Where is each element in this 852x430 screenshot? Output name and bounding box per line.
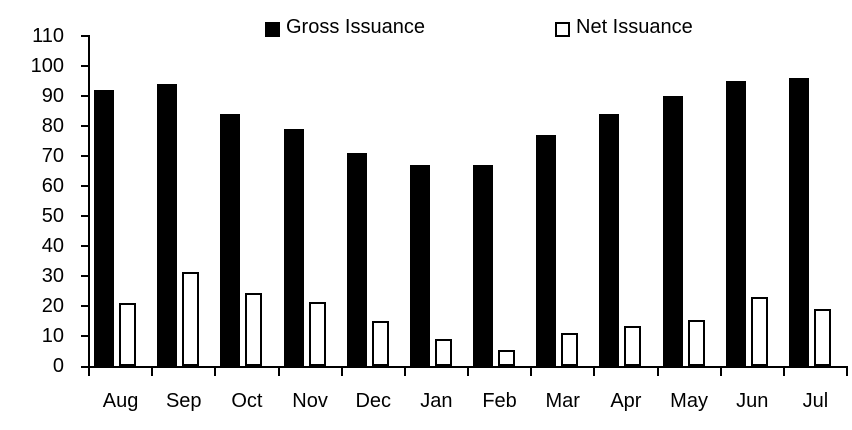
x-axis-tick: [340, 366, 343, 376]
x-category-label-jun: Jun: [736, 390, 769, 412]
x-axis-tick: [88, 366, 90, 376]
x-axis-tick: [656, 366, 659, 376]
bar-gross-dec: [346, 153, 367, 366]
bar-gross-oct: [220, 114, 241, 366]
legend-swatch-net-issuance: [555, 22, 570, 37]
y-axis-tick: [81, 335, 90, 337]
bar-net-jan: [434, 339, 452, 366]
y-tick-label: 100: [30, 55, 64, 77]
legend-swatch-gross-issuance: [265, 22, 280, 37]
y-axis-tick: [81, 155, 90, 157]
y-axis-tick: [81, 245, 90, 247]
bar-net-mar: [561, 333, 579, 366]
y-tick-label: 80: [41, 115, 64, 137]
x-axis-tick: [214, 366, 217, 376]
y-tick-label: 30: [41, 265, 64, 287]
y-tick-label: 70: [41, 145, 64, 167]
x-category-label-nov: Nov: [292, 390, 328, 412]
x-category-label-feb: Feb: [482, 390, 517, 412]
legend-label-net-issuance: Net Issuance: [576, 16, 693, 38]
bar-gross-jul: [788, 78, 809, 366]
x-axis-tick: [782, 366, 785, 376]
y-tick-label: 10: [41, 325, 64, 347]
x-axis-tick: [530, 366, 533, 376]
bar-gross-mar: [536, 135, 557, 366]
x-axis-tick: [403, 366, 406, 376]
x-category-label-may: May: [670, 390, 708, 412]
x-category-label-jan: Jan: [420, 390, 453, 412]
x-category-label-dec: Dec: [355, 390, 392, 412]
bar-net-sep: [182, 271, 200, 366]
x-category-label-mar: Mar: [545, 390, 580, 412]
bar-gross-jun: [725, 81, 746, 366]
x-category-label-aug: Aug: [102, 390, 139, 412]
x-category-label-apr: Apr: [610, 390, 642, 412]
bar-gross-jan: [409, 165, 430, 366]
bar-gross-may: [662, 96, 683, 366]
y-axis-tick: [81, 275, 90, 277]
y-axis-tick: [81, 65, 90, 67]
bar-net-aug: [119, 303, 136, 366]
bar-gross-feb: [473, 165, 493, 366]
bar-net-may: [687, 319, 705, 366]
y-axis-tick: [81, 35, 90, 37]
bar-net-feb: [498, 349, 515, 366]
bar-net-oct: [245, 292, 263, 366]
y-axis-tick: [81, 95, 90, 97]
bar-gross-aug: [94, 90, 114, 366]
y-tick-label: 0: [52, 355, 64, 377]
y-axis-tick: [81, 125, 90, 127]
y-tick-label: 110: [32, 25, 64, 47]
bar-net-nov: [308, 301, 326, 366]
y-axis-tick: [81, 185, 90, 187]
bar-net-dec: [371, 321, 389, 366]
y-axis-tick: [81, 215, 90, 217]
bar-gross-nov: [283, 129, 304, 366]
x-axis-tick: [719, 366, 722, 376]
y-tick-label: 60: [41, 175, 64, 197]
y-tick-label: 90: [41, 85, 64, 107]
x-category-label-oct: Oct: [231, 390, 263, 412]
bar-net-apr: [624, 325, 642, 366]
x-axis-tick: [151, 366, 154, 376]
y-axis-tick: [81, 305, 90, 307]
x-category-label-jul: Jul: [802, 390, 829, 412]
y-tick-label: 50: [41, 205, 64, 227]
bar-net-jun: [750, 297, 768, 366]
x-axis-tick: [846, 366, 848, 376]
legend-label-gross-issuance: Gross Issuance: [286, 16, 425, 38]
y-tick-label: 20: [41, 295, 64, 317]
x-category-label-sep: Sep: [165, 390, 202, 412]
bar-gross-apr: [599, 114, 620, 366]
x-axis-tick: [467, 366, 469, 376]
y-tick-label: 40: [41, 235, 64, 257]
x-axis-line: [81, 366, 848, 368]
y-axis-line: [88, 36, 90, 368]
x-axis-tick: [593, 366, 596, 376]
x-axis-tick: [277, 366, 280, 376]
bar-gross-sep: [157, 84, 178, 366]
bar-net-jul: [813, 309, 831, 366]
